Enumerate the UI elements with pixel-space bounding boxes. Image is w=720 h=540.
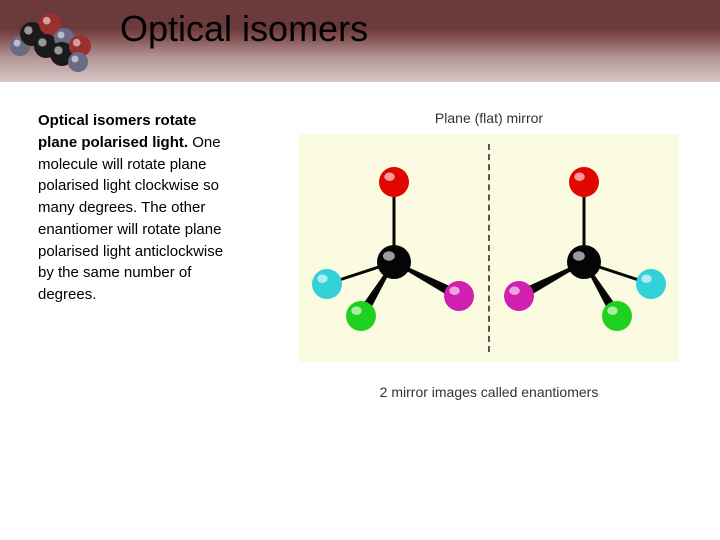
description-text: Optical isomers rotate plane polarised l…: [38, 110, 238, 400]
mirror-plane-line: [488, 144, 490, 352]
diagram-column: Plane (flat) mirror 2 mirror images call…: [238, 110, 700, 400]
molecule-logo-icon: [2, 4, 112, 74]
mirror-label: Plane (flat) mirror: [278, 110, 700, 126]
description-body: One molecule will rotate plane polarised…: [38, 134, 223, 303]
enantiomer-diagram: [299, 134, 679, 362]
slide-header: Optical isomers: [0, 0, 720, 82]
description-bold: Optical isomers rotate plane polarised l…: [38, 112, 196, 151]
slide-content: Optical isomers rotate plane polarised l…: [0, 82, 720, 410]
slide-title: Optical isomers: [120, 8, 368, 50]
enantiomer-caption: 2 mirror images called enantiomers: [278, 384, 700, 400]
